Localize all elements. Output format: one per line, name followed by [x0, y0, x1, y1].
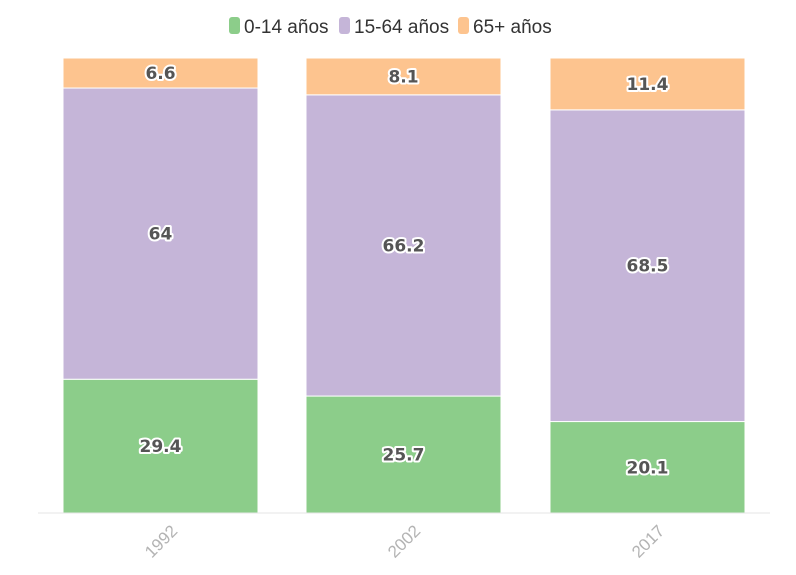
chart-legend: 0-14 años 15-64 años 65+ años — [229, 17, 552, 38]
legend-label: 15-64 años — [354, 17, 449, 38]
legend-item-0[interactable]: 0-14 años — [229, 17, 329, 38]
data-label: 25.7 — [383, 446, 425, 466]
legend-swatch — [458, 17, 469, 34]
data-label: 68.5 — [627, 257, 669, 277]
bar-segment[interactable] — [62, 57, 259, 89]
x-axis-ticks: 1992 2002 2017 — [141, 521, 668, 561]
x-tick-label: 1992 — [141, 521, 181, 561]
legend-label: 0-14 años — [244, 17, 329, 38]
data-label: 8.1 — [388, 67, 418, 87]
bar-segment[interactable] — [305, 395, 502, 514]
data-label: 66.2 — [383, 236, 425, 256]
data-label: 64 — [149, 225, 173, 245]
x-tick-label: 2017 — [628, 521, 668, 561]
legend-label: 65+ años — [473, 17, 552, 38]
bar-segment[interactable] — [549, 109, 746, 423]
data-label: 20.1 — [627, 458, 669, 478]
bar-segment[interactable] — [305, 94, 502, 397]
legend-item-2[interactable]: 65+ años — [458, 17, 552, 38]
legend-item-1[interactable]: 15-64 años — [339, 17, 449, 38]
legend-swatch — [229, 17, 240, 34]
bar-segment[interactable] — [62, 87, 259, 380]
bar-stacks: 29.4 64 6.6 25.7 66.2 8.1 20.1 68.5 11.4 — [62, 57, 746, 514]
x-tick-label: 2002 — [384, 521, 424, 561]
data-label: 6.6 — [145, 64, 175, 84]
bar-segment[interactable] — [305, 57, 502, 96]
data-label: 11.4 — [627, 75, 669, 95]
bar-stack-2002: 25.7 66.2 8.1 — [305, 57, 502, 514]
bar-segment[interactable] — [549, 57, 746, 111]
legend-swatch — [339, 17, 350, 34]
bar-stack-1992: 29.4 64 6.6 — [62, 57, 259, 514]
data-label: 29.4 — [140, 437, 182, 457]
bar-stack-2017: 20.1 68.5 11.4 — [549, 57, 746, 514]
bar-segment[interactable] — [62, 378, 259, 514]
